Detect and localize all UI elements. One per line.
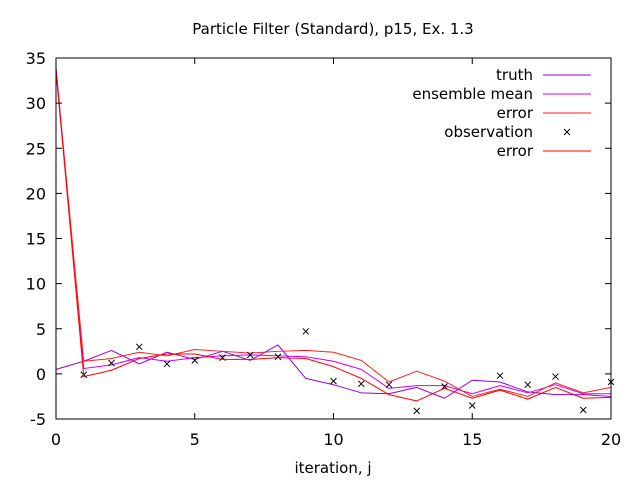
observation-point	[357, 380, 365, 388]
series-line-0	[55, 344, 612, 399]
x-axis: 0 5 10 15 20	[51, 58, 621, 449]
y-tick-label: 5	[36, 320, 46, 339]
x-tick-label: 20	[601, 430, 621, 449]
legend-label: truth	[496, 66, 533, 84]
legend-label: ensemble mean	[412, 85, 533, 103]
observation-point	[274, 353, 282, 361]
observation-point	[108, 359, 115, 367]
legend-label: error	[497, 142, 534, 160]
y-tick-label: 30	[26, 94, 46, 113]
x-tick-label: 15	[462, 430, 482, 449]
observation-point	[552, 373, 559, 380]
y-tick-label: 25	[26, 139, 46, 158]
series-line-1	[55, 66, 611, 395]
x-tick-label: 10	[323, 430, 343, 449]
observation-point	[302, 328, 310, 335]
chart-title: Particle Filter (Standard), p15, Ex. 1.3	[192, 20, 473, 38]
x-tick-label: 0	[51, 430, 61, 449]
x-tick-label: 5	[190, 430, 200, 449]
observation-point	[135, 343, 143, 351]
legend-label: error	[497, 104, 534, 122]
y-axis: -5 0 5 10 15 20 25 30 35	[26, 49, 611, 429]
y-tick-label: 20	[26, 184, 46, 203]
observation-point	[468, 402, 476, 409]
observation-point	[524, 381, 532, 389]
plot-area	[55, 66, 615, 415]
observation-point	[163, 360, 171, 368]
observation-point	[496, 372, 504, 380]
series-line-2	[55, 71, 612, 397]
observation-point	[246, 351, 254, 359]
observation-point	[579, 406, 587, 414]
observation-point	[191, 356, 199, 364]
y-tick-label: 0	[36, 365, 46, 384]
legend-label: observation	[444, 123, 533, 141]
y-tick-label: 35	[26, 49, 46, 68]
y-tick-label: 15	[26, 230, 46, 249]
x-axis-label: iteration, j	[294, 459, 371, 477]
legend-swatch	[563, 128, 571, 136]
observation-point	[330, 377, 337, 385]
observation-point	[385, 381, 393, 389]
y-tick-label: -5	[30, 410, 46, 429]
observation-point	[413, 407, 421, 415]
series-line-4	[55, 70, 612, 402]
y-tick-label: 10	[26, 275, 46, 294]
